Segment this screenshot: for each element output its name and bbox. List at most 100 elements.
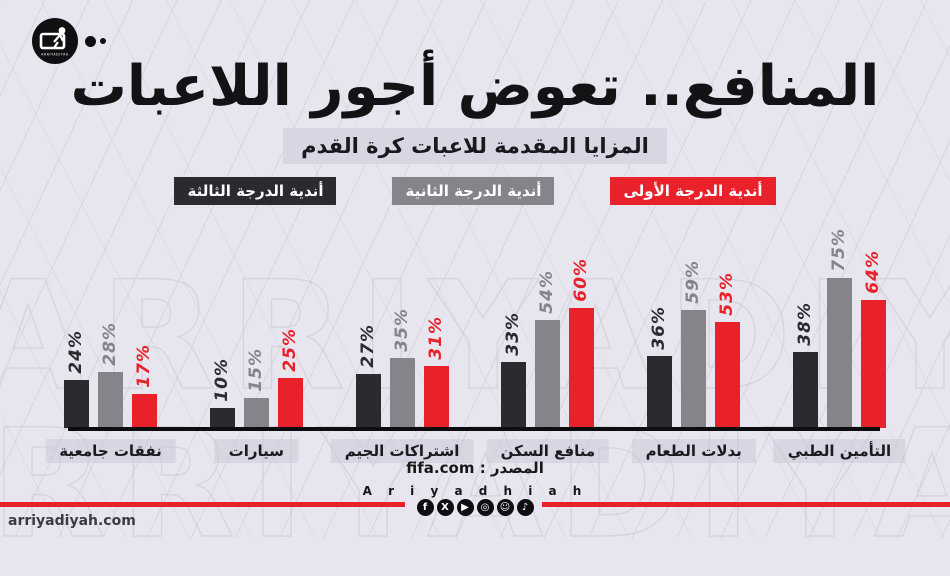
category-label: التأمين الطبي (773, 439, 906, 463)
facebook-icon[interactable]: f (416, 499, 434, 516)
legend: أندية الدرجة الثالثة أندية الدرجة الثانية… (0, 177, 950, 205)
arriyadiyah-logo: ARRIYADIYAH (32, 18, 106, 64)
bar-cluster: 10% 15% 25% (209, 328, 303, 428)
bar (355, 374, 381, 428)
bar-cluster: 24% 28% 17% (64, 322, 157, 428)
bar (98, 372, 123, 428)
newspaper-runner-logo-icon: ARRIYADIYAH (32, 18, 78, 64)
red-divider-left (0, 502, 405, 507)
bar-value-label: 53% (717, 272, 738, 316)
website-link[interactable]: arriyadiyah.com (8, 513, 136, 529)
bar-with-label: 54% (535, 270, 561, 428)
legend-item: أندية الدرجة الأولى (610, 177, 776, 205)
bar (681, 310, 707, 428)
bar (715, 322, 741, 428)
page-title: المنافع.. تعوض أجور اللاعبات (70, 54, 881, 119)
bar-value-label: 75% (828, 228, 849, 272)
source-colon: : (479, 459, 491, 477)
bar-with-label: 10% (209, 358, 235, 428)
bar-with-label: 15% (243, 348, 269, 428)
legend-item: أندية الدرجة الثالثة (174, 177, 337, 205)
x-axis-line (68, 427, 880, 431)
bar-with-label: 17% (132, 344, 157, 428)
bar-value-label: 38% (794, 302, 815, 346)
bar-group: 27% 35% 31% اشتراكات الجيم (330, 308, 474, 463)
bar (647, 356, 673, 428)
bar (569, 308, 595, 428)
bar-value-label: 59% (683, 260, 704, 304)
bar-with-label: 35% (389, 308, 415, 428)
bar-with-label: 38% (792, 302, 818, 428)
bar-with-label: 27% (355, 324, 381, 428)
bar (860, 300, 886, 428)
bar-value-label: 10% (211, 358, 232, 402)
bar-chart: 38% 75% 64% التأمين الطبي 36% 59% 53% بدلات الط… (45, 228, 906, 463)
bar-value-label: 64% (862, 250, 883, 294)
category-label: سيارات (214, 439, 298, 463)
snapchat-icon[interactable]: ☺ (496, 499, 514, 516)
instagram-icon[interactable]: ◎ (476, 499, 494, 516)
bar-with-label: 75% (826, 228, 852, 428)
bar-with-label: 59% (681, 260, 707, 428)
bar (209, 408, 235, 428)
bar-with-label: 28% (98, 322, 123, 428)
bar (826, 278, 852, 428)
bar-with-label: 33% (501, 312, 527, 428)
social-icons-row: f X ▶ ◎ ☺ ♪ (0, 499, 950, 516)
bar-group: 33% 54% 60% منافع السكن (486, 258, 610, 463)
category-label: بدلات الطعام (631, 439, 756, 463)
source-label: المصدر (490, 459, 544, 477)
source-line: fifa.com : المصدر (0, 459, 950, 477)
bar (792, 352, 818, 428)
bar-group: 38% 75% 64% التأمين الطبي (773, 228, 906, 463)
bar (535, 320, 561, 428)
x-icon[interactable]: X (436, 499, 454, 516)
bar-value-label: 35% (391, 308, 412, 352)
red-divider-right (542, 502, 950, 507)
logo-dot-small (100, 38, 106, 44)
bar-group: 24% 28% 17% نفقات جامعية (45, 322, 176, 463)
bar-with-label: 24% (64, 330, 89, 428)
bar-value-label: 33% (503, 312, 524, 356)
bar-value-label: 60% (571, 258, 592, 302)
legend-item: أندية الدرجة الثانية (392, 177, 555, 205)
category-label: اشتراكات الجيم (330, 439, 474, 463)
bar-value-label: 17% (134, 344, 154, 388)
bar (277, 378, 303, 428)
source-value: fifa.com (406, 459, 475, 477)
chart-subtitle: المزايا المقدمة للاعبات كرة القدم (283, 128, 667, 164)
bar-cluster: 38% 75% 64% (792, 228, 886, 428)
bar-cluster: 33% 54% 60% (501, 258, 595, 428)
bar-groups: 38% 75% 64% التأمين الطبي 36% 59% 53% بدلات الط… (45, 228, 906, 463)
bar-group: 36% 59% 53% بدلات الطعام (631, 260, 756, 463)
bar-value-label: 15% (245, 348, 266, 392)
bar-with-label: 36% (647, 306, 673, 428)
bar-value-label: 54% (537, 270, 558, 314)
bar (423, 366, 449, 428)
bar-with-label: 31% (423, 316, 449, 428)
header: المنافع.. تعوض أجور اللاعبات المزايا الم… (0, 0, 950, 205)
bar-with-label: 53% (715, 272, 741, 428)
bar-cluster: 27% 35% 31% (355, 308, 449, 428)
category-label: نفقات جامعية (45, 439, 176, 463)
bar-value-label: 28% (100, 322, 120, 366)
bar-with-label: 64% (860, 250, 886, 428)
category-label: منافع السكن (486, 439, 610, 463)
bar-value-label: 36% (649, 306, 670, 350)
bar-cluster: 36% 59% 53% (647, 260, 741, 428)
svg-text:ARRIYADIYAH: ARRIYADIYAH (41, 53, 69, 57)
tiktok-icon[interactable]: ♪ (516, 499, 534, 516)
logo-dot-large (85, 35, 96, 47)
bar (243, 398, 269, 428)
youtube-icon[interactable]: ▶ (456, 499, 474, 516)
bar-value-label: 25% (279, 328, 300, 372)
bar-value-label: 27% (357, 324, 378, 368)
bar-value-label: 31% (425, 316, 446, 360)
bar-with-label: 25% (277, 328, 303, 428)
bar (64, 380, 89, 428)
bar (389, 358, 415, 428)
brand-name: A r i y a d h i a h (362, 484, 588, 498)
bar-with-label: 60% (569, 258, 595, 428)
bar (132, 394, 157, 428)
bar (501, 362, 527, 428)
